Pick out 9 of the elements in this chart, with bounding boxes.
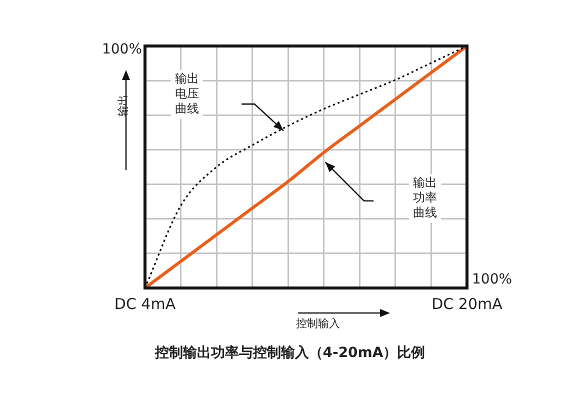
y-axis-title: 输出 — [116, 94, 130, 116]
x-tick-label: DC 20mA — [432, 294, 504, 313]
annotation: 输出功率曲线 — [413, 176, 438, 220]
text: 100% — [472, 272, 512, 288]
text: 控制输出功率与控制输入（4-20mA）比例 — [154, 344, 426, 362]
x-axis-title: 控制输入 — [296, 316, 340, 331]
x-tick-label: DC 4mA — [114, 294, 176, 313]
text: 100% — [102, 42, 142, 58]
annotation: 输出电压曲线 — [174, 72, 199, 116]
